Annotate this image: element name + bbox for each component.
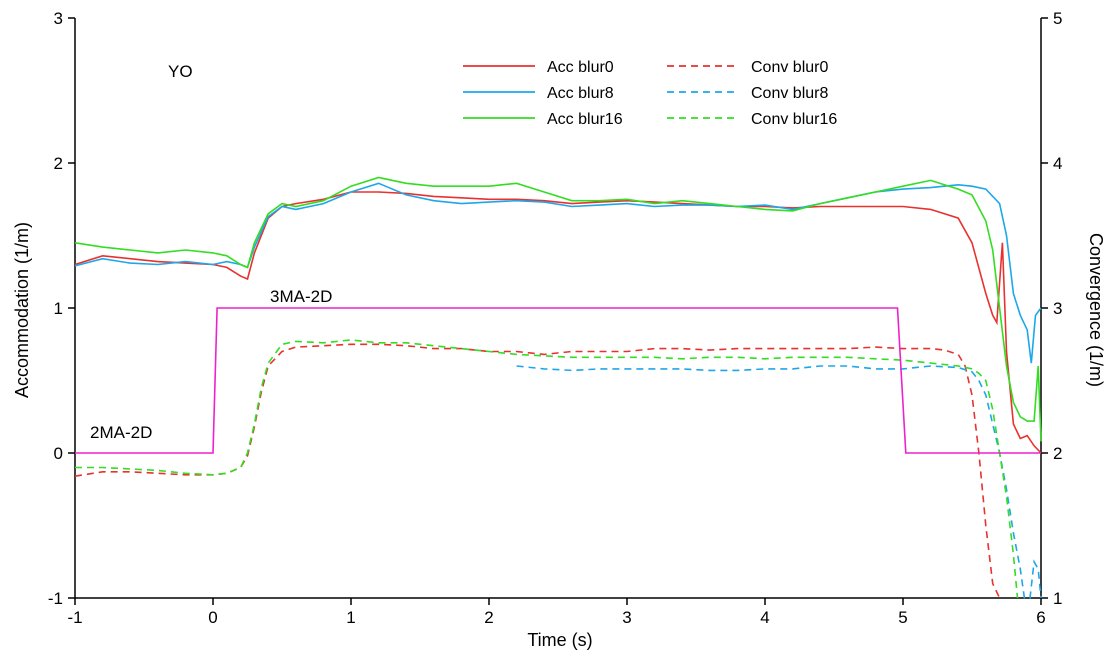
legend-label: Acc blur0 (547, 59, 614, 76)
series-line-conv-blur16 (75, 339, 1019, 599)
y-right-tick-label: 3 (1053, 299, 1062, 318)
y-right-tick-label: 5 (1053, 9, 1062, 28)
y-left-tick-label: 0 (54, 444, 63, 463)
legend-label: Conv blur8 (751, 85, 828, 102)
series-lines (74, 176, 1042, 599)
x-tick-label: 1 (346, 608, 355, 627)
x-tick-label: 6 (1036, 608, 1045, 627)
y-left-tick-label: 2 (54, 154, 63, 173)
x-tick-label: 4 (760, 608, 769, 627)
y-right-tick-label: 2 (1053, 444, 1062, 463)
y-left-tick-label: -1 (48, 589, 63, 608)
legend-label: Conv blur0 (751, 59, 828, 76)
x-tick-label: 0 (208, 608, 217, 627)
y-left-tick-label: 3 (54, 9, 63, 28)
annotation-2ma-2d: 2MA-2D (90, 423, 152, 442)
y-right-tick-label: 4 (1053, 154, 1062, 173)
x-tick-label: -1 (67, 608, 82, 627)
ticks: -1 0 1 2 3 4 5 6 -1 0 1 2 3 1 2 3 4 5 (48, 9, 1063, 627)
legend-label: Acc blur8 (547, 85, 614, 102)
x-tick-label: 5 (898, 608, 907, 627)
legend: Acc blur0 Acc blur8 Acc blur16 Conv blur0 Co… (463, 59, 837, 128)
series-line-acc-blur8 (74, 182, 1042, 364)
series-line-stimulus (75, 307, 1041, 454)
y-left-tick-label: 1 (54, 299, 63, 318)
y-right-axis-title: Convergence (1/m) (1086, 233, 1106, 387)
legend-label: Conv blur16 (751, 111, 837, 128)
series-line-conv-blur8 (516, 365, 1042, 599)
legend-label: Acc blur16 (547, 111, 623, 128)
x-tick-label: 2 (484, 608, 493, 627)
series-line-conv-blur0 (74, 343, 1001, 599)
series-line-acc-blur16 (74, 176, 1042, 442)
y-left-axis-title: Accommodation (1/m) (12, 222, 32, 398)
x-tick-label: 3 (622, 608, 631, 627)
y-right-tick-label: 1 (1053, 589, 1062, 608)
annotation-3ma-2d: 3MA-2D (270, 287, 332, 306)
subject-label: YO (168, 62, 193, 81)
series-line-acc-blur0 (74, 191, 1042, 454)
x-axis-title: Time (s) (527, 630, 592, 650)
